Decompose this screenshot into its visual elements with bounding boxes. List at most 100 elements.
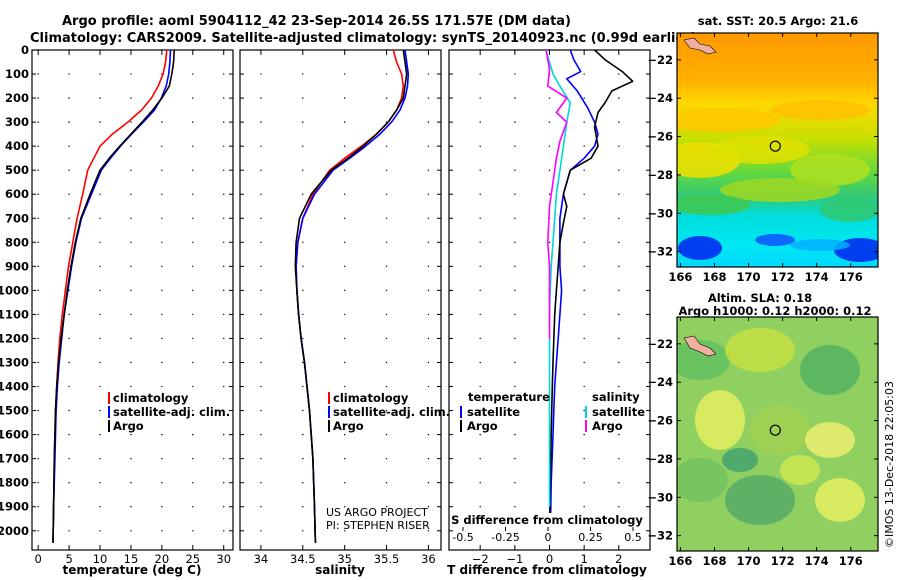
grid-dot bbox=[343, 530, 346, 532]
grid-dot bbox=[302, 433, 304, 436]
grid-dot bbox=[514, 241, 516, 244]
grid-dot bbox=[130, 457, 132, 460]
depth-tick-label: 500 bbox=[5, 163, 29, 177]
grid-dot bbox=[161, 506, 163, 508]
grid-dot bbox=[427, 457, 430, 460]
grid-dot bbox=[68, 169, 70, 171]
grid-dot bbox=[618, 217, 620, 219]
x-tick-label: 10 bbox=[93, 552, 108, 566]
temperature-xlabel: temperature (deg C) bbox=[63, 563, 202, 577]
grid-dot bbox=[37, 145, 39, 147]
legend-label-argo: Argo bbox=[333, 419, 364, 433]
grid-dot bbox=[514, 217, 516, 219]
salinity-frame bbox=[239, 49, 442, 551]
map-lon-label: 176 bbox=[839, 270, 863, 284]
grid-dot bbox=[583, 193, 585, 195]
grid-dot bbox=[479, 481, 481, 484]
grid-dot bbox=[68, 217, 70, 219]
grid-dot bbox=[223, 241, 225, 244]
depth-tick-label: 0 bbox=[21, 43, 29, 57]
map-lat-label: −26 bbox=[647, 414, 673, 428]
grid-dot bbox=[223, 121, 225, 123]
grid-dot bbox=[343, 361, 346, 364]
x-tick-label: 36 bbox=[421, 552, 436, 566]
map-lon-label: 166 bbox=[668, 270, 692, 284]
grid-dot bbox=[343, 169, 346, 171]
grid-dot bbox=[37, 457, 39, 460]
grid-dot bbox=[192, 313, 194, 316]
grid-dot bbox=[260, 409, 262, 412]
grid-dot bbox=[223, 97, 225, 99]
grid-dot bbox=[260, 169, 262, 171]
x-tick-label: −1 bbox=[506, 552, 523, 566]
imos-stamp: ©IMOS 13-Dec-2018 22:05:03 bbox=[883, 381, 896, 548]
grid-dot bbox=[223, 361, 225, 364]
grid-dot bbox=[385, 73, 388, 75]
grid-dot bbox=[343, 313, 346, 316]
grid-dot bbox=[427, 193, 430, 195]
grid-dot bbox=[130, 241, 132, 244]
grid-dot bbox=[479, 73, 481, 75]
grid-dot bbox=[514, 313, 516, 316]
grid-dot bbox=[343, 217, 346, 219]
grid-dot bbox=[161, 409, 163, 412]
depth-tick-label: 1000 bbox=[0, 283, 29, 297]
grid-dot bbox=[583, 289, 585, 292]
sla-patch bbox=[725, 475, 795, 525]
temperature-x-axis: 0 5 10 15 20 25 30 bbox=[35, 50, 231, 566]
grid-dot bbox=[37, 337, 39, 340]
grid-dot bbox=[260, 121, 262, 123]
x-tick-label: 20 bbox=[155, 552, 170, 566]
grid-dot bbox=[479, 337, 481, 340]
grid-dot bbox=[302, 193, 304, 195]
depth-tick-label: 1800 bbox=[0, 476, 29, 490]
grid-dot bbox=[343, 409, 346, 412]
sla-patch bbox=[815, 478, 865, 522]
grid-dot bbox=[548, 169, 551, 171]
depth-tick-label: 100 bbox=[5, 67, 29, 81]
grid-dot bbox=[161, 217, 163, 219]
grid-dot bbox=[223, 265, 225, 268]
grid-dot bbox=[385, 313, 388, 316]
grid-dot bbox=[548, 193, 551, 195]
grid-dot bbox=[583, 73, 585, 75]
profile-location-marker bbox=[769, 424, 781, 436]
grid-dot bbox=[260, 457, 262, 460]
sla-patch bbox=[780, 455, 820, 485]
grid-dot bbox=[68, 73, 70, 75]
sla-map-axes: 166 168 170 172 174 176 −22 −24 −26 −28 −30 −32 bbox=[647, 317, 878, 568]
grid-dot bbox=[130, 145, 132, 147]
sst-map-axes: 166 168 170 172 174 176 −22 −24 −26 −28 −30 −32 bbox=[647, 33, 878, 284]
grid-dot bbox=[385, 145, 388, 147]
difference-panel: −2 −1 0 1 2 S difference from climatology -0… bbox=[447, 49, 651, 577]
grid-dot bbox=[192, 169, 194, 171]
grid-dot bbox=[68, 121, 70, 123]
grid-dot bbox=[223, 506, 225, 508]
x-tick-label: 1 bbox=[580, 552, 587, 566]
grid-dot bbox=[260, 433, 262, 436]
sla-field bbox=[677, 317, 878, 551]
grid-dot bbox=[427, 481, 430, 484]
grid-dot bbox=[68, 481, 70, 484]
grid-dot bbox=[130, 481, 132, 484]
grid-dot bbox=[68, 433, 70, 436]
grid-dot bbox=[161, 121, 163, 123]
grid-dot bbox=[618, 289, 620, 292]
grid-dot bbox=[260, 217, 262, 219]
sla-patch bbox=[800, 345, 860, 395]
grid-dot bbox=[385, 433, 388, 436]
grid-dot bbox=[68, 193, 70, 195]
grid-dot bbox=[427, 385, 430, 388]
grid-dot bbox=[618, 409, 620, 412]
grid-dot bbox=[192, 121, 194, 123]
grid-dot bbox=[192, 265, 194, 268]
grid-dot bbox=[618, 121, 620, 123]
depth-tick-label: 900 bbox=[5, 259, 29, 273]
grid-dot bbox=[583, 433, 585, 436]
grid-dot bbox=[479, 265, 481, 268]
grid-dot bbox=[99, 385, 101, 388]
grid-dot bbox=[161, 145, 163, 147]
depth-tick-label: 1300 bbox=[0, 356, 29, 370]
map-lat-label: −22 bbox=[647, 53, 673, 67]
s-tick-label: -0.25 bbox=[491, 531, 519, 544]
